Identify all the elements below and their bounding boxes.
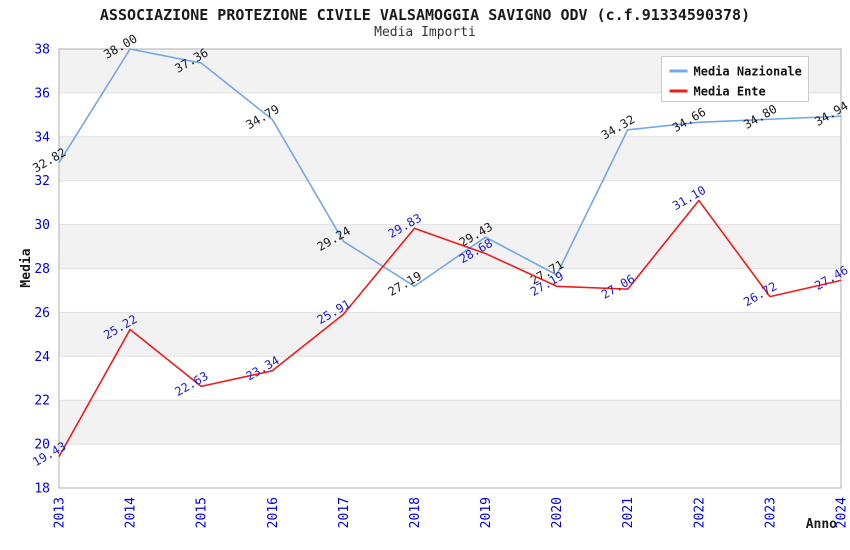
plot-band [59, 268, 841, 313]
legend-box [661, 56, 809, 102]
legend-label-media-ente: Media Ente [694, 85, 766, 99]
y-tick-label: 20 [34, 438, 50, 453]
chart-subtitle: Media Importi [374, 25, 476, 40]
plot-band [59, 136, 841, 181]
y-tick-label: 34 [34, 130, 50, 145]
x-tick-label: 2017 [337, 497, 352, 528]
y-tick-label: 30 [34, 218, 50, 233]
plot-band [59, 356, 841, 401]
series-line-media-ente [58, 199, 842, 458]
chart-title: ASSOCIAZIONE PROTEZIONE CIVILE VALSAMOGG… [99, 6, 751, 24]
y-tick-label: 32 [34, 174, 50, 189]
y-tick-label: 28 [34, 262, 50, 277]
plot-border [58, 48, 842, 489]
series-line-media-nazionale [58, 48, 842, 288]
x-tick-label: 2019 [479, 497, 494, 528]
x-tick-label: 2013 [53, 497, 68, 528]
y-tick-label: 24 [34, 350, 50, 365]
legend-label-media-nazionale: Media Nazionale [694, 65, 802, 79]
y-tick-label: 18 [34, 482, 50, 497]
plot-band [59, 444, 841, 488]
x-axis-title: Anno [806, 517, 837, 532]
plot-band [59, 400, 841, 445]
y-tick-label: 22 [34, 394, 50, 409]
y-tick-label: 38 [34, 43, 50, 58]
plot-band [59, 180, 841, 225]
x-tick-label: 2021 [621, 497, 636, 528]
x-tick-label: 2016 [266, 497, 281, 528]
plot-band [59, 312, 841, 357]
y-axis-title: Media [19, 248, 34, 287]
x-tick-label: 2015 [195, 497, 210, 528]
x-tick-label: 2014 [124, 497, 139, 528]
x-tick-label: 2022 [692, 497, 707, 528]
x-tick-label: 2020 [550, 497, 565, 528]
x-tick-label: 2023 [763, 497, 778, 528]
y-tick-label: 36 [34, 86, 50, 101]
x-tick-label: 2018 [408, 497, 423, 528]
y-tick-label: 26 [34, 306, 50, 321]
x-tick-label: 2024 [835, 497, 850, 528]
